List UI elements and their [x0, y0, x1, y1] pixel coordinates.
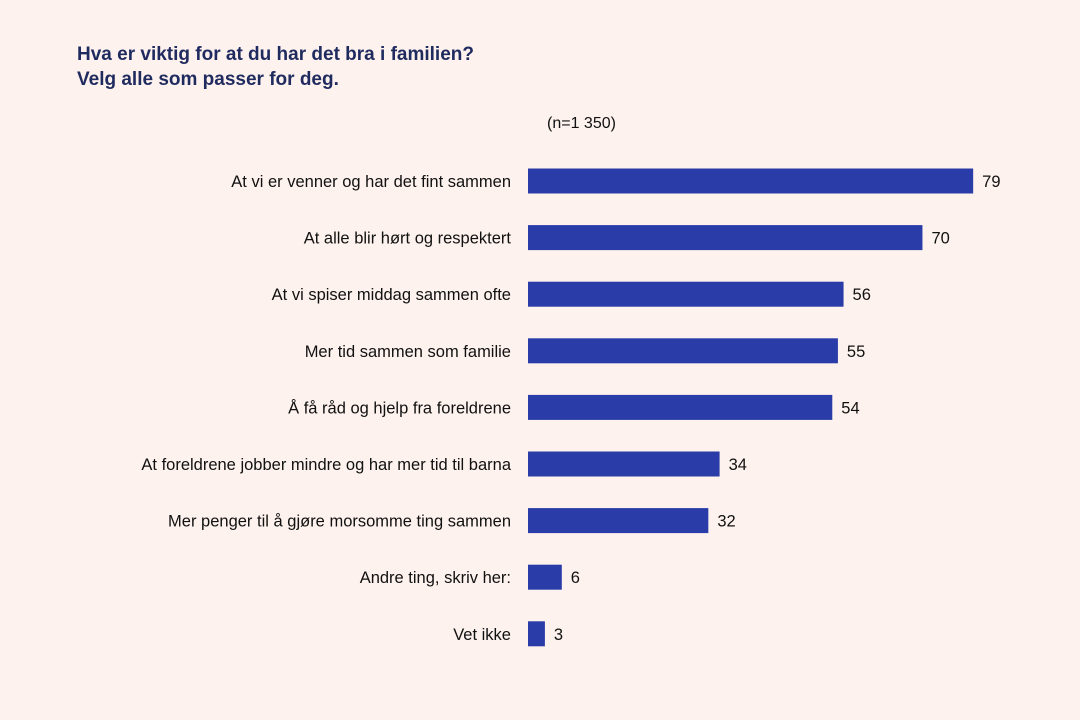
- category-label: Mer tid sammen som familie: [305, 343, 511, 361]
- data-label: 56: [853, 286, 871, 304]
- subtitle-line: Velg alle som passer for deg.: [77, 69, 339, 90]
- data-label: 32: [717, 513, 735, 531]
- data-label: 6: [571, 569, 580, 587]
- bar: [528, 168, 974, 194]
- category-label: At foreldrene jobber mindre og har mer t…: [141, 456, 511, 474]
- data-label: 54: [841, 399, 859, 417]
- sample-size-note: (n=1 350): [547, 115, 616, 132]
- title-line: Hva er viktig for at du har det bra i fa…: [77, 44, 474, 65]
- data-label: 3: [554, 626, 563, 644]
- category-label: Mer penger til å gjøre morsomme ting sam…: [168, 513, 511, 531]
- data-label: 34: [729, 456, 747, 474]
- chart-title: Hva er viktig for at du har det bra i fa…: [77, 42, 474, 92]
- data-label: 70: [931, 230, 949, 248]
- bar: [528, 508, 709, 534]
- bar: [528, 225, 923, 251]
- category-label: At vi spiser middag sammen ofte: [272, 286, 511, 304]
- category-label: At vi er venner og har det fint sammen: [231, 173, 511, 191]
- data-label: 79: [982, 173, 1000, 191]
- bar: [528, 394, 833, 420]
- category-label: Andre ting, skriv her:: [360, 569, 511, 587]
- bar: [528, 338, 838, 364]
- bar: [528, 281, 844, 307]
- bar: [528, 451, 720, 477]
- bar: [528, 621, 545, 647]
- category-label: Å få råd og hjelp fra foreldrene: [288, 398, 511, 417]
- bar: [528, 564, 562, 590]
- data-label: 55: [847, 343, 865, 361]
- category-label: Vet ikke: [453, 626, 511, 644]
- category-label: At alle blir hørt og respektert: [304, 230, 512, 248]
